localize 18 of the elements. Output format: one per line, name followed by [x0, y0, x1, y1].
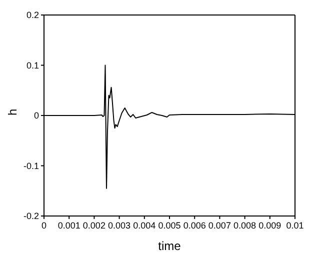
y-tick-label: 0.2	[26, 10, 39, 20]
x-tick-label: 0.004	[133, 220, 156, 230]
x-tick-label: 0.001	[58, 220, 80, 230]
x-tick-label: 0.003	[108, 220, 131, 230]
x-tick-label: 0.007	[208, 220, 231, 230]
x-tick-label: 0.01	[286, 220, 304, 230]
x-tick-label: 0.002	[82, 220, 106, 230]
y-tick-label: 0	[34, 110, 39, 121]
y-axis-title: h	[5, 108, 20, 116]
x-tick-label: 0	[41, 220, 47, 230]
x-axis-title: time	[158, 239, 182, 253]
x-tick-label: 0.005	[158, 220, 181, 230]
x-tick-label: 0.008	[234, 220, 256, 230]
y-tick-label: -0.1	[23, 160, 39, 171]
x-tick-label: 0.006	[183, 220, 206, 230]
y-tick-label: -0.2	[23, 211, 39, 222]
y-tick-label: 0.1	[26, 60, 39, 70]
x-tick-label: 0.009	[258, 220, 282, 230]
